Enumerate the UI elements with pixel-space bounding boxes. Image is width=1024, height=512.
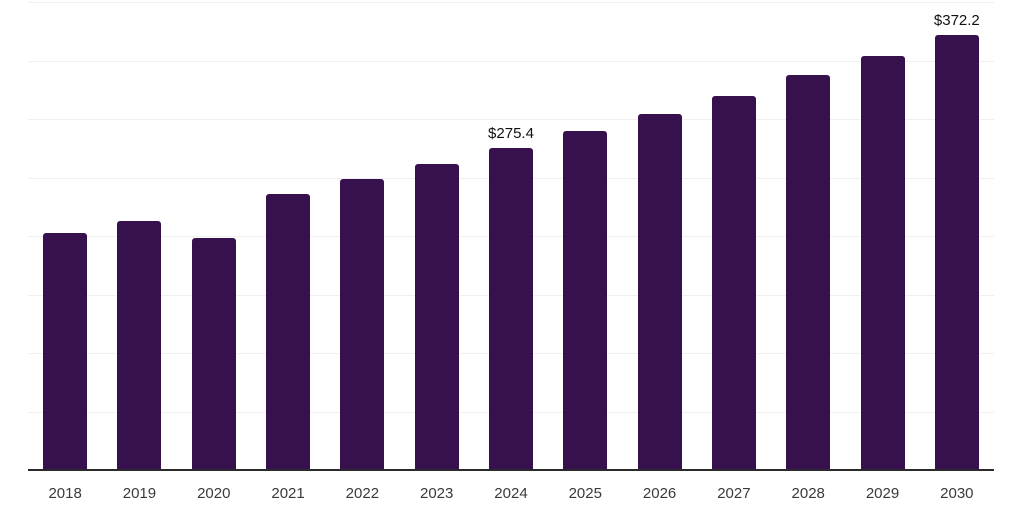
gridline: [28, 119, 994, 120]
bar-2022: [340, 179, 385, 470]
x-axis-line: [28, 469, 994, 471]
x-tick-label: 2019: [122, 485, 157, 502]
bar-slot: [474, 2, 548, 470]
bar-slot: [102, 2, 176, 470]
bar-slot: [697, 2, 771, 470]
x-tick-label: 2026: [642, 485, 677, 502]
bar-2029: [860, 56, 905, 470]
x-tick-label: 2028: [791, 485, 825, 502]
x-tick-label: 2029: [865, 485, 900, 502]
x-tick-label: 2027: [717, 485, 751, 502]
plot-area: $275.4 $372.2: [28, 2, 994, 470]
bar-slot: [400, 2, 474, 470]
x-tick-label: 2025: [568, 485, 602, 502]
bar-2020: [191, 237, 236, 470]
bar-slot: [845, 2, 919, 470]
x-tick-label: 2018: [48, 485, 82, 502]
x-tick-label: 2020: [197, 485, 231, 502]
x-tick-label: 2024: [494, 485, 528, 502]
bar-slot: [325, 2, 399, 470]
x-tick-label: 2021: [271, 485, 305, 502]
bar-2018: [43, 233, 88, 470]
bar-slot: [28, 2, 102, 470]
bar-2028: [786, 75, 831, 470]
bar-slot: [920, 2, 994, 470]
bar-slot: [622, 2, 696, 470]
bar-2024: [488, 147, 533, 470]
x-tick-label: 2023: [419, 485, 454, 502]
bar-2025: [563, 130, 608, 470]
gridline: [28, 60, 994, 62]
bar-2030: [934, 34, 979, 470]
data-label: $372.2: [933, 11, 980, 29]
bar-slot: [251, 2, 325, 470]
data-label: $275.4: [488, 124, 534, 142]
x-tick-label: 2030: [940, 485, 974, 502]
x-axis-labels: 2018 2019 2020 2021 2022 2023 2024 2025 2026 2027…: [28, 470, 994, 510]
gridline: [28, 2, 994, 3]
bar-2019: [117, 220, 162, 470]
x-tick-label: 2022: [345, 485, 380, 502]
bar-slot: [177, 2, 251, 470]
bar-2021: [266, 194, 311, 470]
bar-2023: [414, 163, 459, 470]
bar-slot: [771, 2, 845, 470]
bar-2026: [637, 114, 682, 470]
bar-slot: [548, 2, 622, 470]
bar-2027: [711, 96, 756, 470]
